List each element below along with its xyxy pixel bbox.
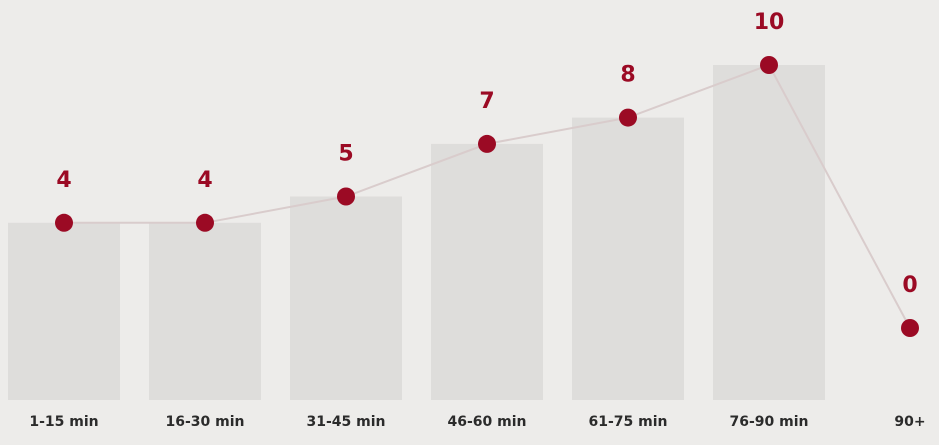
point bbox=[196, 213, 214, 232]
bar bbox=[713, 65, 825, 400]
point bbox=[901, 319, 919, 337]
point bbox=[619, 108, 637, 127]
x-tick-label: 76-90 min bbox=[729, 414, 808, 430]
value-label: 5 bbox=[338, 142, 353, 167]
x-tick-label: 61-75 min bbox=[588, 414, 667, 430]
point bbox=[55, 213, 73, 232]
bar bbox=[149, 222, 261, 400]
point bbox=[760, 56, 778, 74]
value-label: 8 bbox=[620, 63, 635, 88]
bar bbox=[572, 117, 684, 400]
value-label: 4 bbox=[56, 168, 71, 193]
x-tick-label: 31-45 min bbox=[306, 414, 385, 430]
value-label: 4 bbox=[197, 168, 212, 193]
bar bbox=[290, 196, 402, 400]
value-label: 10 bbox=[754, 10, 785, 35]
point bbox=[337, 187, 355, 206]
bar bbox=[431, 143, 543, 400]
point bbox=[478, 134, 496, 153]
value-label: 0 bbox=[902, 273, 917, 298]
x-tick-label: 90+ bbox=[894, 414, 925, 430]
x-tick-label: 16-30 min bbox=[165, 414, 244, 430]
value-label: 7 bbox=[479, 89, 494, 114]
x-tick-label: 46-60 min bbox=[447, 414, 526, 430]
x-tick-label: 1-15 min bbox=[29, 414, 98, 430]
bar bbox=[8, 222, 120, 400]
